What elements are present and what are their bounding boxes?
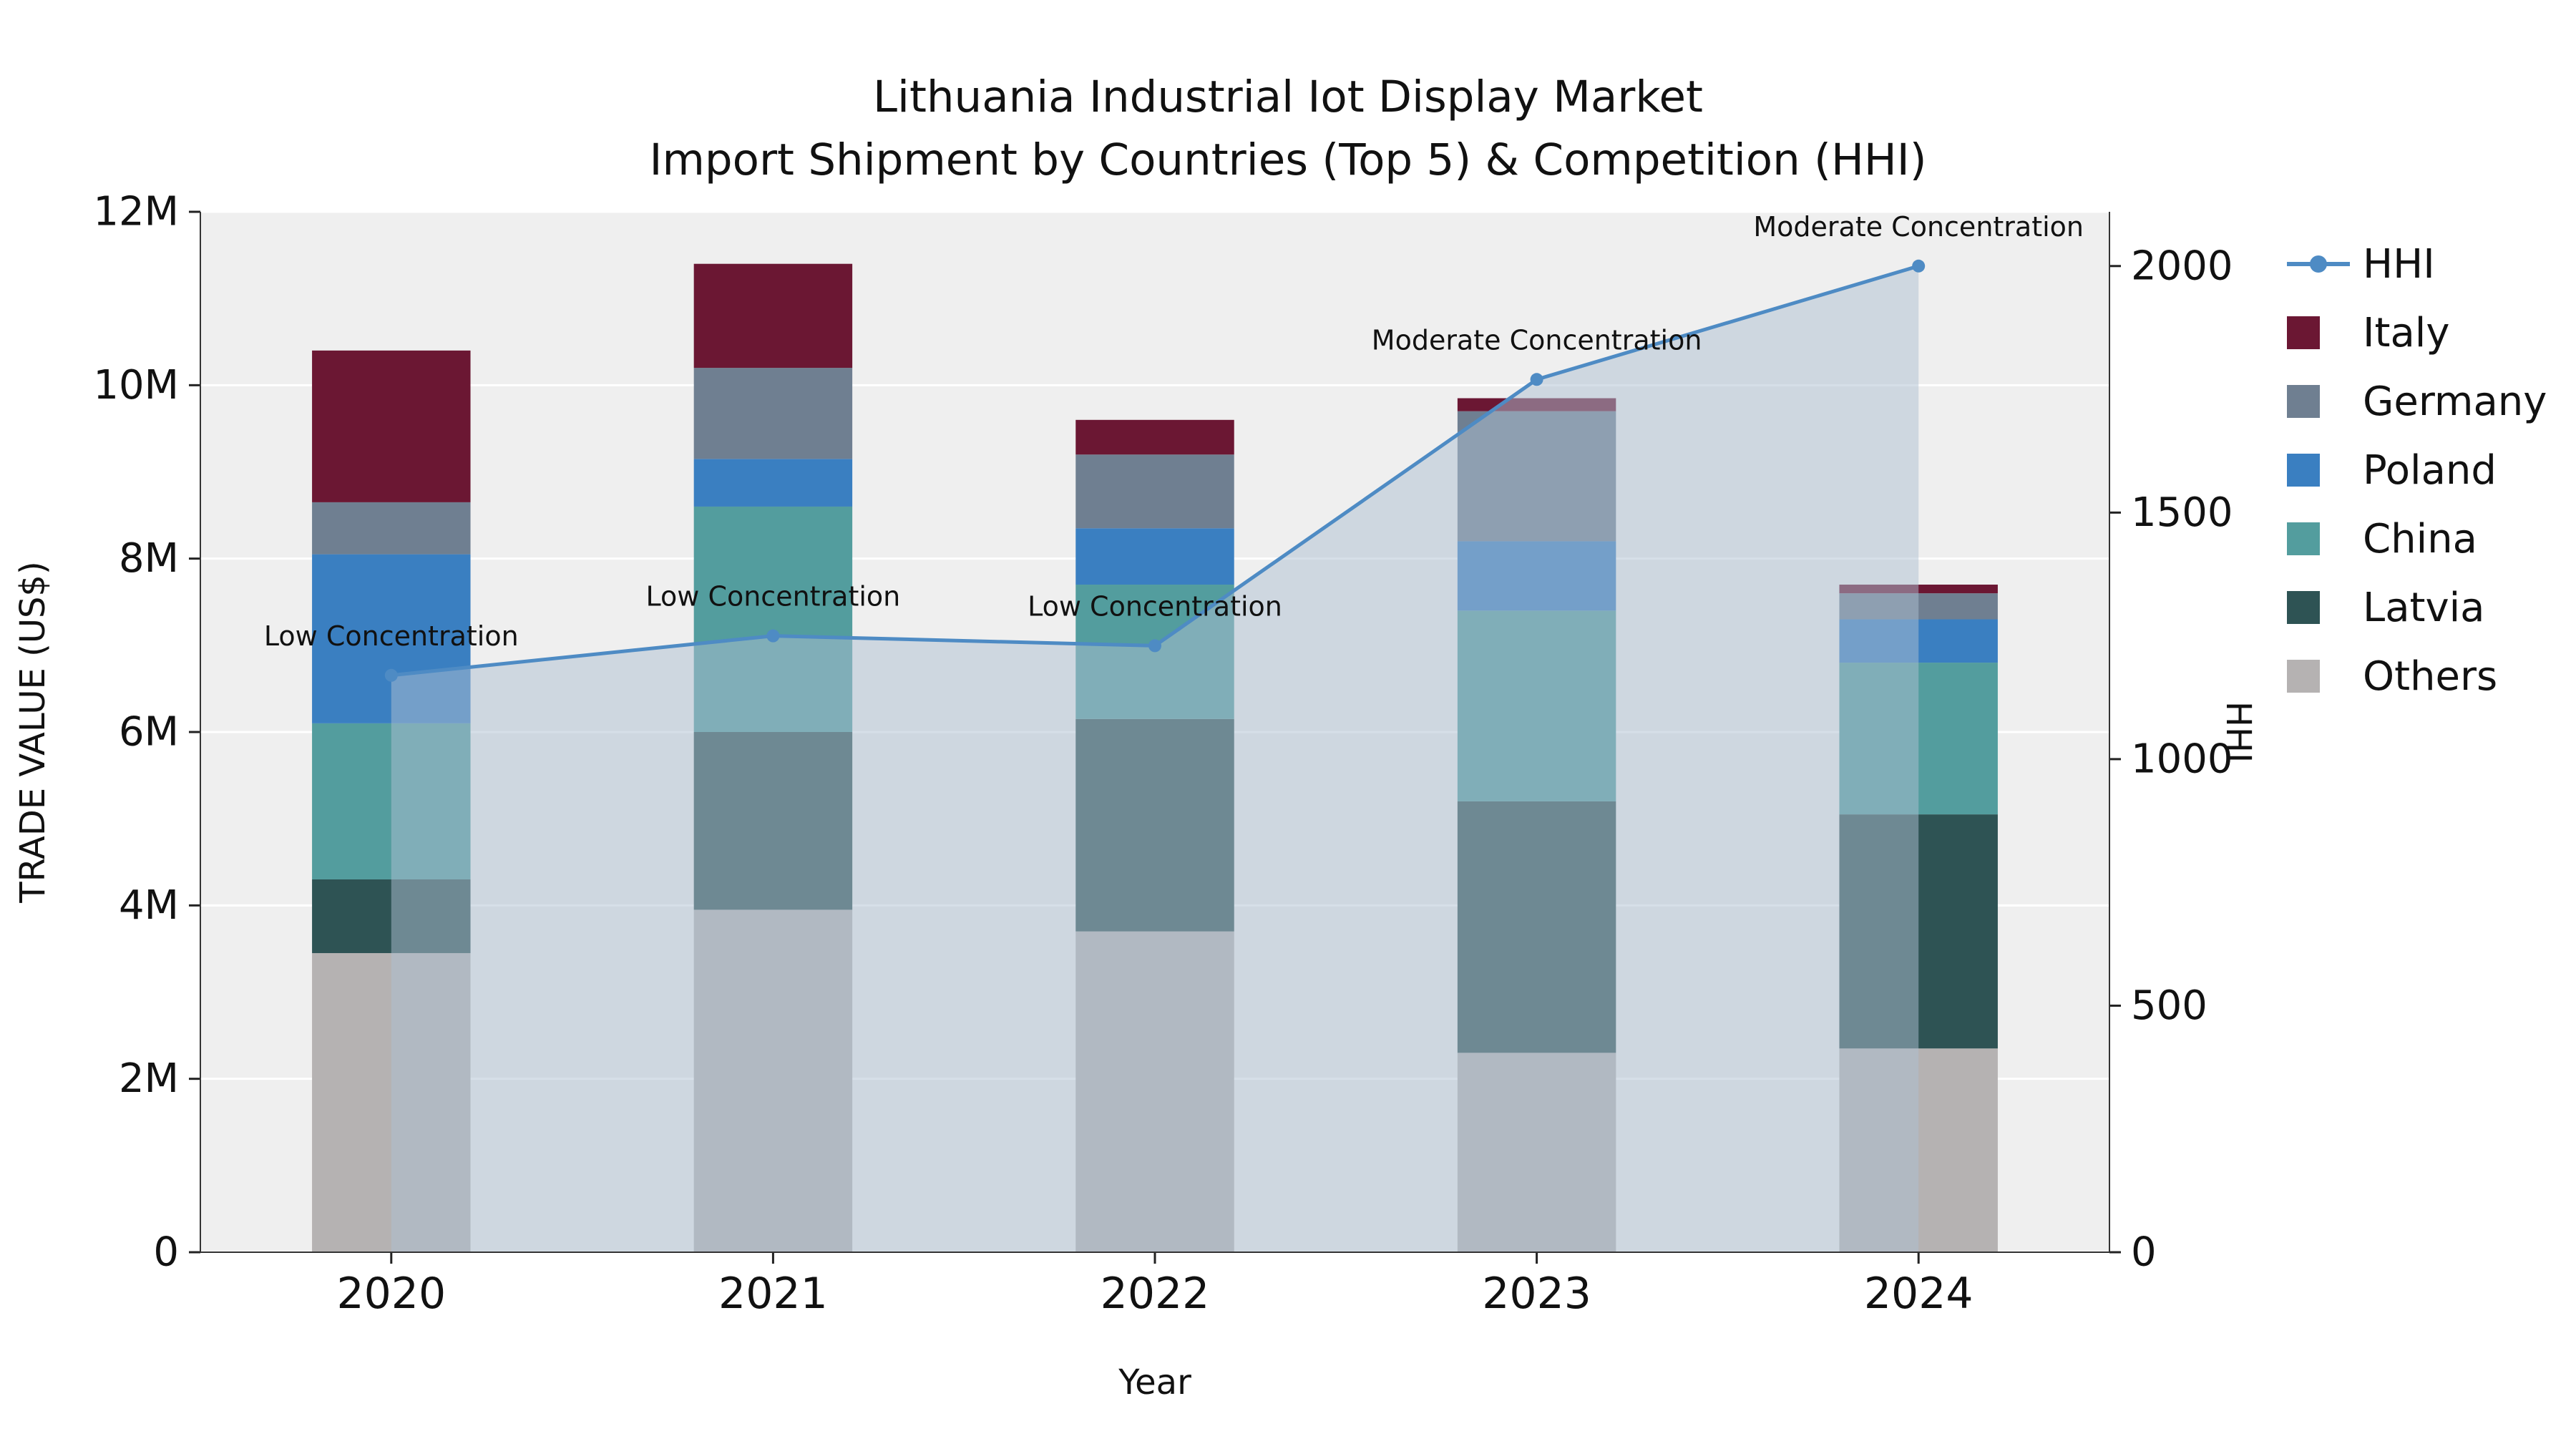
legend-line-dot [2310,255,2327,273]
bar-segment-poland-2022 [1075,528,1234,585]
bar-segment-germany-2022 [1075,454,1234,529]
annotation-2022: Low Concentration [1028,590,1282,622]
left-tick-label: 4M [119,882,179,929]
left-axis-label: TRADE VALUE (US$) [13,561,53,903]
legend-item-china: China [2287,515,2547,562]
annotation-2024: Moderate Concentration [1753,211,2084,243]
legend-swatch-latvia [2287,591,2320,624]
bar-segment-italy-2021 [693,263,853,369]
right-tick-label: 0 [2131,1229,2157,1276]
left-tick-label: 8M [119,535,179,582]
legend-item-others: Others [2287,653,2547,700]
legend-color-swatch [2287,522,2350,555]
right-tick-label: 1000 [2131,736,2233,782]
legend-item-italy: Italy [2287,309,2547,356]
legend-label-others: Others [2363,653,2498,700]
left-tick-label: 6M [119,709,179,756]
x-tick-label-2020: 2020 [336,1269,446,1319]
hhi-marker-2023 [1530,373,1543,386]
annotation-2020: Low Concentration [264,620,519,652]
legend-label-italy: Italy [2363,309,2450,356]
legend-color-swatch [2287,316,2350,349]
legend-label-china: China [2363,515,2477,562]
legend-label-germany: Germany [2363,378,2547,425]
left-tick-label: 10M [93,362,179,409]
right-tick-label: 2000 [2131,243,2233,289]
chart-subtitle: Import Shipment by Countries (Top 5) & C… [649,135,1927,185]
x-tick-label-2023: 2023 [1482,1269,1591,1319]
hhi-marker-2021 [766,629,780,643]
legend-color-swatch [2287,385,2350,418]
legend-swatch-others [2287,660,2320,693]
legend-swatch-italy [2287,316,2320,349]
x-tick-label-2022: 2022 [1101,1269,1210,1319]
left-tick-label: 12M [93,189,179,235]
bar-segment-poland-2021 [693,459,853,507]
legend-swatch-poland [2287,454,2320,487]
hhi-marker-2022 [1148,639,1161,653]
legend-item-poland: Poland [2287,447,2547,494]
legend-item-latvia: Latvia [2287,584,2547,631]
legend-color-swatch [2287,454,2350,487]
legend-item-hhi: HHI [2287,240,2547,288]
right-tick-label: 1500 [2131,489,2233,536]
legend: HHI Italy Germany Poland China Latvia Others [2287,240,2547,700]
bar-segment-germany-2021 [693,368,853,459]
hhi-marker-2024 [1912,259,1926,273]
chart-title: Lithuania Industrial Iot Display Market [873,72,1703,122]
legend-line-marker-icon [2287,248,2350,280]
x-tick-label-2024: 2024 [1864,1269,1974,1319]
bar-segment-italy-2020 [312,350,471,502]
hhi-marker-2020 [384,668,398,682]
right-axis-label: HHI [2218,701,2258,763]
x-axis-label: Year [1118,1362,1191,1402]
legend-color-swatch [2287,660,2350,693]
left-tick-label: 0 [153,1229,179,1276]
legend-color-swatch [2287,591,2350,624]
legend-swatch-china [2287,522,2320,555]
hhi-area-fill [391,265,1919,1253]
legend-item-germany: Germany [2287,378,2547,425]
legend-label-poland: Poland [2363,447,2497,494]
legend-swatch-germany [2287,385,2320,418]
chart-title-block: Lithuania Industrial Iot Display Market … [0,66,2576,192]
annotation-2021: Low Concentration [646,581,901,613]
legend-label-hhi: HHI [2363,240,2435,288]
legend-label-latvia: Latvia [2363,584,2485,631]
annotation-2023: Moderate Concentration [1372,324,1702,356]
right-tick-label: 500 [2131,982,2207,1029]
left-tick-label: 2M [119,1055,179,1102]
bar-segment-italy-2022 [1075,419,1234,455]
x-tick-label-2021: 2021 [718,1269,828,1319]
bar-segment-germany-2020 [312,502,471,555]
